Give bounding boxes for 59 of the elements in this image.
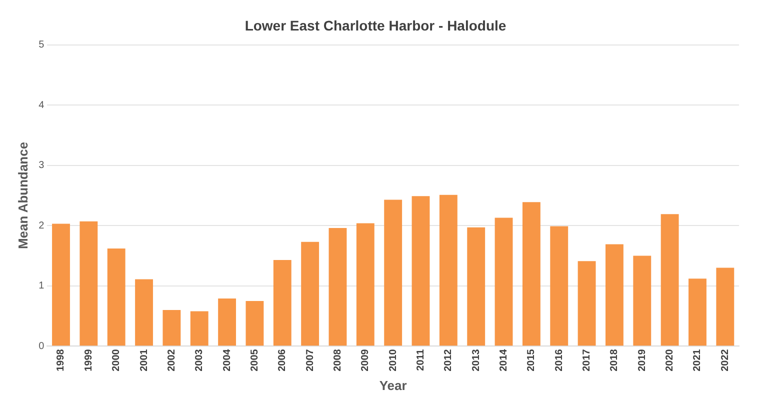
bar [688, 278, 706, 346]
x-tick-label: 2012 [443, 348, 454, 372]
x-tick-label: 2015 [526, 348, 538, 372]
bar [328, 228, 347, 346]
y-tick-label: 4 [38, 100, 45, 111]
bar [218, 298, 236, 346]
bar [384, 200, 402, 346]
x-tick-label: 2008 [332, 348, 344, 372]
x-tick-label: 2010 [388, 348, 399, 372]
bar [52, 224, 70, 346]
bar [467, 227, 486, 346]
bar [606, 244, 624, 346]
x-tick-label: 2022 [720, 348, 731, 372]
bar [633, 256, 652, 346]
x-tick-label: 2003 [194, 348, 206, 372]
x-tick-label: 2007 [304, 348, 316, 372]
bar [162, 310, 181, 346]
x-tick-label: 2018 [609, 348, 620, 372]
bar [107, 248, 126, 346]
bar [356, 223, 374, 346]
y-axis-title: Mean Abundance [15, 142, 30, 250]
bar [80, 221, 98, 346]
bar [522, 202, 540, 346]
bar [578, 261, 596, 346]
x-tick-label: 2000 [111, 348, 122, 372]
x-tick-label: 2011 [416, 348, 427, 371]
bar [190, 311, 208, 346]
bar [135, 279, 153, 346]
bar [439, 194, 458, 346]
x-axis-title: Year [379, 378, 407, 393]
chart-title: Lower East Charlotte Harbor - Halodule [244, 17, 506, 34]
bar [550, 226, 568, 346]
x-tick-label: 2005 [249, 348, 260, 372]
y-tick-label: 2 [38, 220, 45, 232]
x-tick-label: 2017 [582, 348, 593, 372]
bar [716, 268, 734, 346]
bar [660, 214, 679, 346]
x-tick-label: 2020 [664, 348, 676, 372]
x-tick-label: 2002 [166, 348, 178, 372]
bar [412, 196, 430, 346]
y-tick-label: 3 [38, 160, 45, 172]
y-tick-label: 0 [38, 340, 45, 352]
x-tick-label: 2006 [277, 348, 288, 372]
bar [301, 242, 320, 346]
bar [273, 260, 292, 346]
x-tick-label: 2004 [222, 348, 233, 372]
bar [246, 300, 264, 346]
x-tick-label: 2013 [470, 348, 482, 372]
x-tick-label: 2016 [554, 348, 565, 372]
y-tick-label: 1 [38, 280, 45, 292]
y-tick-label: 5 [38, 40, 45, 51]
x-tick-label: 1999 [83, 348, 94, 372]
x-tick-label: 1998 [56, 348, 67, 372]
x-tick-label: 2001 [138, 348, 150, 372]
x-tick-label: 2019 [636, 348, 648, 372]
x-tick-label: 2021 [692, 348, 704, 372]
x-tick-label: 2009 [360, 348, 372, 372]
bar [494, 218, 513, 346]
x-tick-label: 2014 [498, 348, 510, 372]
